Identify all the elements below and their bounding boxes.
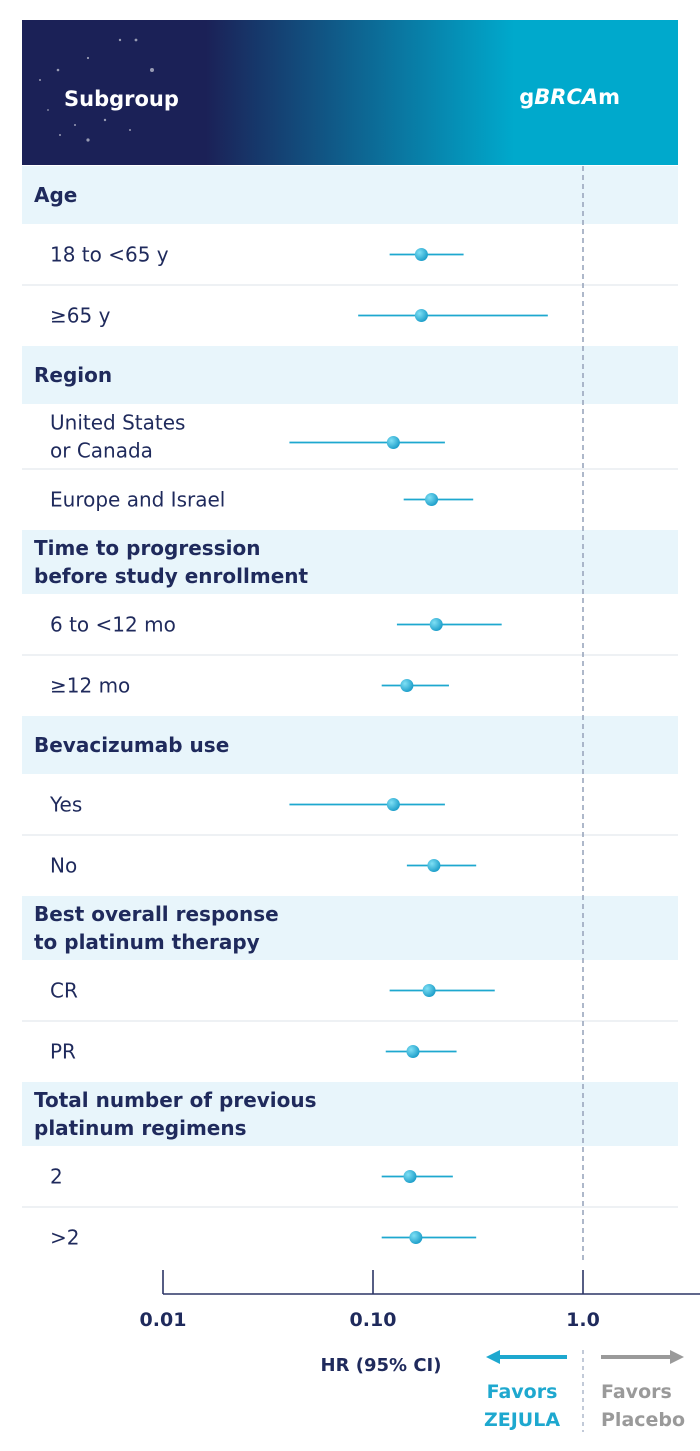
subgroup-row: ≥65 y: [50, 304, 111, 328]
subgroup-row: 18 to <65 y: [22, 243, 678, 286]
subgroup-label: 18 to <65 y: [50, 243, 169, 267]
x-tick: 0.10: [350, 1270, 397, 1331]
category-band: [22, 346, 678, 404]
forest-mark: [289, 798, 445, 811]
favors-placebo-line1: Favors: [601, 1381, 672, 1403]
subgroup-category-row: Total number of previous platinum regimen…: [22, 1082, 678, 1146]
subgroup-label: 6 to <12 mo: [50, 613, 176, 637]
category-label: Age: [34, 183, 77, 207]
header-subgroup-label: Subgroup: [64, 87, 179, 111]
subgroup-row: >2: [50, 1226, 79, 1250]
subgroup-label: ≥12 mo: [50, 674, 130, 698]
subgroup-category-row: Age: [22, 166, 678, 224]
subgroup-row: United States or Canada: [22, 411, 678, 470]
favors-placebo-line2: Placebo: [601, 1409, 685, 1431]
subgroup-label: PR: [50, 1040, 76, 1064]
category-band: [22, 530, 678, 594]
subgroup-category-row: Bevacizumab use: [22, 716, 678, 774]
favors-zejula-arrow: [486, 1350, 567, 1364]
x-axis-ticks: 0.010.101.05.0: [140, 1270, 600, 1331]
subgroup-row: Yes: [22, 793, 678, 836]
subgroup-category-row: Best overall response to platinum therapy: [22, 896, 678, 960]
forest-mark: [381, 679, 449, 692]
category-band: [22, 1082, 678, 1146]
category-label: before study enrollment: [34, 564, 308, 588]
hr-point: [427, 859, 441, 872]
header-gbrcam-label: gBRCAm: [519, 85, 620, 109]
subgroup-label: 2: [50, 1165, 63, 1189]
table-header: Subgroup gBRCAm: [22, 20, 678, 165]
forest-mark: [385, 1045, 457, 1058]
subgroup-label: ≥65 y: [50, 304, 111, 328]
subgroup-label: United States: [50, 411, 185, 435]
forest-mark: [381, 1231, 477, 1244]
category-label: platinum regimens: [34, 1116, 247, 1140]
hr-point: [403, 1170, 417, 1183]
subgroup-label: No: [50, 854, 77, 878]
forest-mark: [381, 1170, 453, 1183]
forest-mark: [358, 309, 548, 322]
x-tick-label: 0.10: [350, 1309, 397, 1331]
subgroup-category-row: Region: [22, 346, 678, 404]
favors-zejula-line1: Favors: [487, 1381, 558, 1403]
hr-point: [409, 1231, 423, 1244]
hr-point: [400, 679, 414, 692]
hr-point: [406, 1045, 420, 1058]
subgroup-label: >2: [50, 1226, 79, 1250]
subgroup-row: CR: [22, 979, 678, 1022]
subgroup-category-row: Time to progression before study enrollme…: [22, 530, 678, 594]
forest-mark: [406, 859, 477, 872]
category-band: [22, 166, 678, 224]
category-label: to platinum therapy: [34, 930, 260, 954]
header-sparkles: [39, 38, 154, 142]
x-tick-label: 1.0: [566, 1309, 600, 1331]
x-tick-label: 0.01: [140, 1309, 187, 1331]
hr-point: [429, 618, 443, 631]
forest-mark: [389, 984, 495, 997]
x-tick: 1.0: [566, 1270, 600, 1331]
hr-point: [422, 984, 436, 997]
hr-point: [414, 309, 428, 322]
forest-mark: [396, 618, 502, 631]
hr-point: [414, 248, 428, 261]
header-background: [22, 20, 678, 165]
forest-mark: [289, 436, 445, 449]
subgroup-label: Yes: [49, 793, 82, 817]
subgroup-row: ≥12 mo: [50, 674, 130, 698]
forest-marks: [289, 248, 548, 1244]
subgroup-row: No: [50, 854, 77, 878]
category-label: Total number of previous: [34, 1088, 317, 1112]
subgroup-label: or Canada: [50, 439, 153, 463]
subgroup-row: PR: [50, 1040, 76, 1064]
subgroup-row: Europe and Israel: [50, 488, 225, 512]
category-band: [22, 896, 678, 960]
category-label: Bevacizumab use: [34, 733, 229, 757]
subgroup-rows: Age 18 to <65 y ≥65 y Region United States or…: [22, 166, 678, 1250]
category-label: Best overall response: [34, 902, 279, 926]
subgroup-label: CR: [50, 979, 78, 1003]
forest-mark: [389, 248, 464, 261]
x-axis-title: HR (95% CI): [321, 1355, 442, 1376]
x-axis: 0.010.101.05.0 HR (95% CI): [140, 1270, 700, 1376]
category-label: Time to progression: [34, 536, 260, 560]
hr-point: [425, 493, 439, 506]
favors-zejula-line2: ZEJULA: [484, 1409, 560, 1431]
subgroup-row: 2: [22, 1165, 678, 1208]
category-band: [22, 716, 678, 774]
hr-point: [386, 436, 400, 449]
favors-placebo-arrow: [601, 1350, 684, 1364]
hr-point: [386, 798, 400, 811]
subgroup-label: Europe and Israel: [50, 488, 225, 512]
subgroup-row: 6 to <12 mo: [22, 613, 678, 656]
favors-legend: Favors ZEJULA Favors Placebo: [484, 1350, 685, 1432]
category-label: Region: [34, 363, 112, 387]
x-tick: 0.01: [140, 1270, 187, 1331]
forest-mark: [403, 493, 474, 506]
